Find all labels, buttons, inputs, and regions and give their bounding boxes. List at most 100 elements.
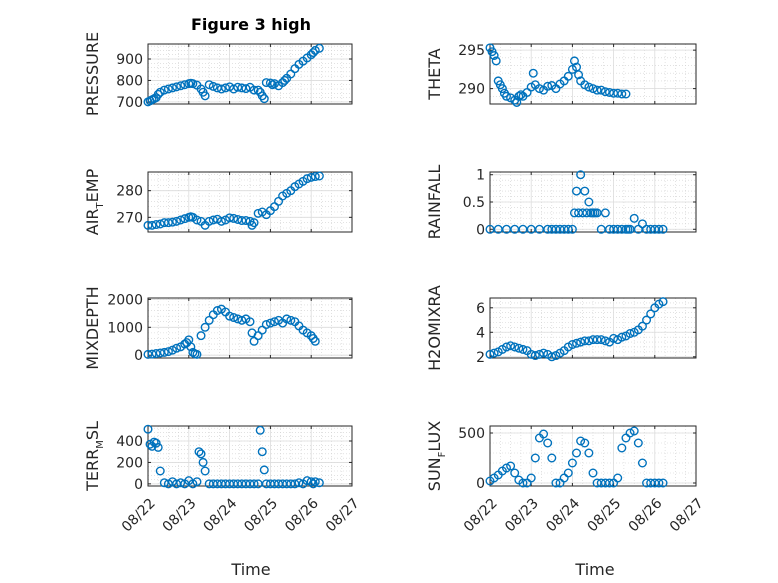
figure-title: Figure 3 high [191, 15, 311, 34]
data-point [646, 309, 656, 319]
data-point [580, 186, 590, 196]
data-point [308, 479, 318, 489]
data-point [196, 331, 206, 341]
data-point [163, 84, 173, 94]
data-point [596, 335, 606, 345]
subplot-4: 0 0.5 1 RAINFALL [425, 165, 697, 239]
x-tick-label: 08/23 [160, 495, 200, 535]
data-point [547, 453, 557, 463]
data-point [198, 457, 208, 467]
data-point [163, 347, 173, 357]
y-tick-label: 4 [476, 325, 485, 341]
data-point [229, 313, 239, 323]
data-point [269, 317, 279, 327]
y-tick-label: 295 [458, 43, 485, 59]
data-point [600, 208, 610, 218]
data-point [155, 466, 165, 476]
x-tick-label: 08/24 [200, 495, 240, 535]
data-point [584, 336, 594, 346]
x-axis-label-right: Time [574, 560, 614, 579]
data-point [613, 88, 623, 98]
data-point [314, 43, 324, 53]
x-tick-label: 08/25 [241, 495, 281, 535]
y-axis-label: SUNFLUX [425, 421, 448, 491]
data-point [259, 465, 269, 475]
data-point [584, 82, 594, 92]
data-point [194, 447, 204, 457]
data-point [216, 84, 226, 94]
data-point [249, 218, 259, 228]
data-point [512, 97, 522, 107]
data-point [580, 336, 590, 346]
subplot-7: 0 200 400 08/22 08/23 08/24 08/25 08/26 08/27 TER… [83, 421, 363, 535]
data-point [310, 477, 320, 487]
data-point [192, 215, 202, 225]
data-point [253, 85, 263, 95]
data-point [543, 438, 553, 448]
y-tick-label: 2 [476, 350, 485, 366]
y-tick-label: 2000 [107, 292, 143, 308]
y-axis-label: PRESSURE [83, 32, 102, 116]
data-point [592, 335, 602, 345]
data-point [212, 306, 222, 316]
data-point [637, 321, 647, 331]
data-point [247, 220, 257, 230]
axes-box [147, 171, 353, 233]
y-tick-label: 500 [458, 426, 485, 442]
data-point [151, 220, 161, 230]
data-point [584, 448, 594, 458]
data-point [308, 48, 318, 58]
x-tick-label: 08/22 [119, 495, 159, 535]
y-tick-label: 280 [116, 184, 143, 200]
data-point [528, 68, 538, 78]
data-point [151, 349, 161, 359]
data-point [563, 224, 573, 234]
x-axis-label-left: Time [230, 560, 270, 579]
data-point [306, 172, 316, 182]
data-point [159, 347, 169, 357]
data-point [539, 348, 549, 358]
data-point [574, 70, 584, 80]
subplot-6: 2 4 6 H2OMIXRA [425, 285, 697, 371]
subplot-grid: 700 800 900 PRESSURE 290 295 THETA 270 280 AIRTEM… [83, 32, 707, 535]
data-point [563, 71, 573, 81]
data-point [510, 468, 520, 478]
data-point [633, 438, 643, 448]
data-point [172, 216, 182, 226]
data-point [200, 91, 210, 101]
x-tick-label: 08/26 [626, 495, 666, 535]
data-point [617, 89, 627, 99]
data-point [530, 453, 540, 463]
y-tick-label: 1000 [107, 320, 143, 336]
y-tick-label: 0 [134, 348, 143, 364]
data-point [265, 78, 275, 88]
data-point [613, 473, 623, 483]
data-point [167, 83, 177, 93]
x-tick-label: 08/27 [667, 495, 707, 535]
data-point [172, 82, 182, 92]
data-point [658, 297, 668, 307]
data-point [580, 438, 590, 448]
y-axis-label-part: LUX [425, 421, 444, 452]
data-point [658, 478, 668, 488]
x-tick-label: 08/24 [543, 495, 583, 535]
data-point [518, 344, 528, 354]
data-point [642, 315, 652, 325]
data-point [547, 352, 557, 362]
data-point [617, 332, 627, 342]
data-point [200, 466, 210, 476]
data-point [188, 79, 198, 89]
y-axis-label: H2OMIXRA [425, 285, 444, 371]
data-point [249, 85, 259, 95]
data-point [592, 85, 602, 95]
data-point [151, 438, 161, 448]
x-tick-label: 08/22 [461, 495, 501, 535]
data-point [249, 479, 259, 489]
subplot-3: 270 280 AIRTEMP [83, 168, 353, 235]
y-tick-label: 1 [476, 168, 485, 184]
data-point [617, 443, 627, 453]
data-point [225, 311, 235, 321]
data-point [530, 351, 540, 361]
y-tick-label: 400 [116, 434, 143, 450]
